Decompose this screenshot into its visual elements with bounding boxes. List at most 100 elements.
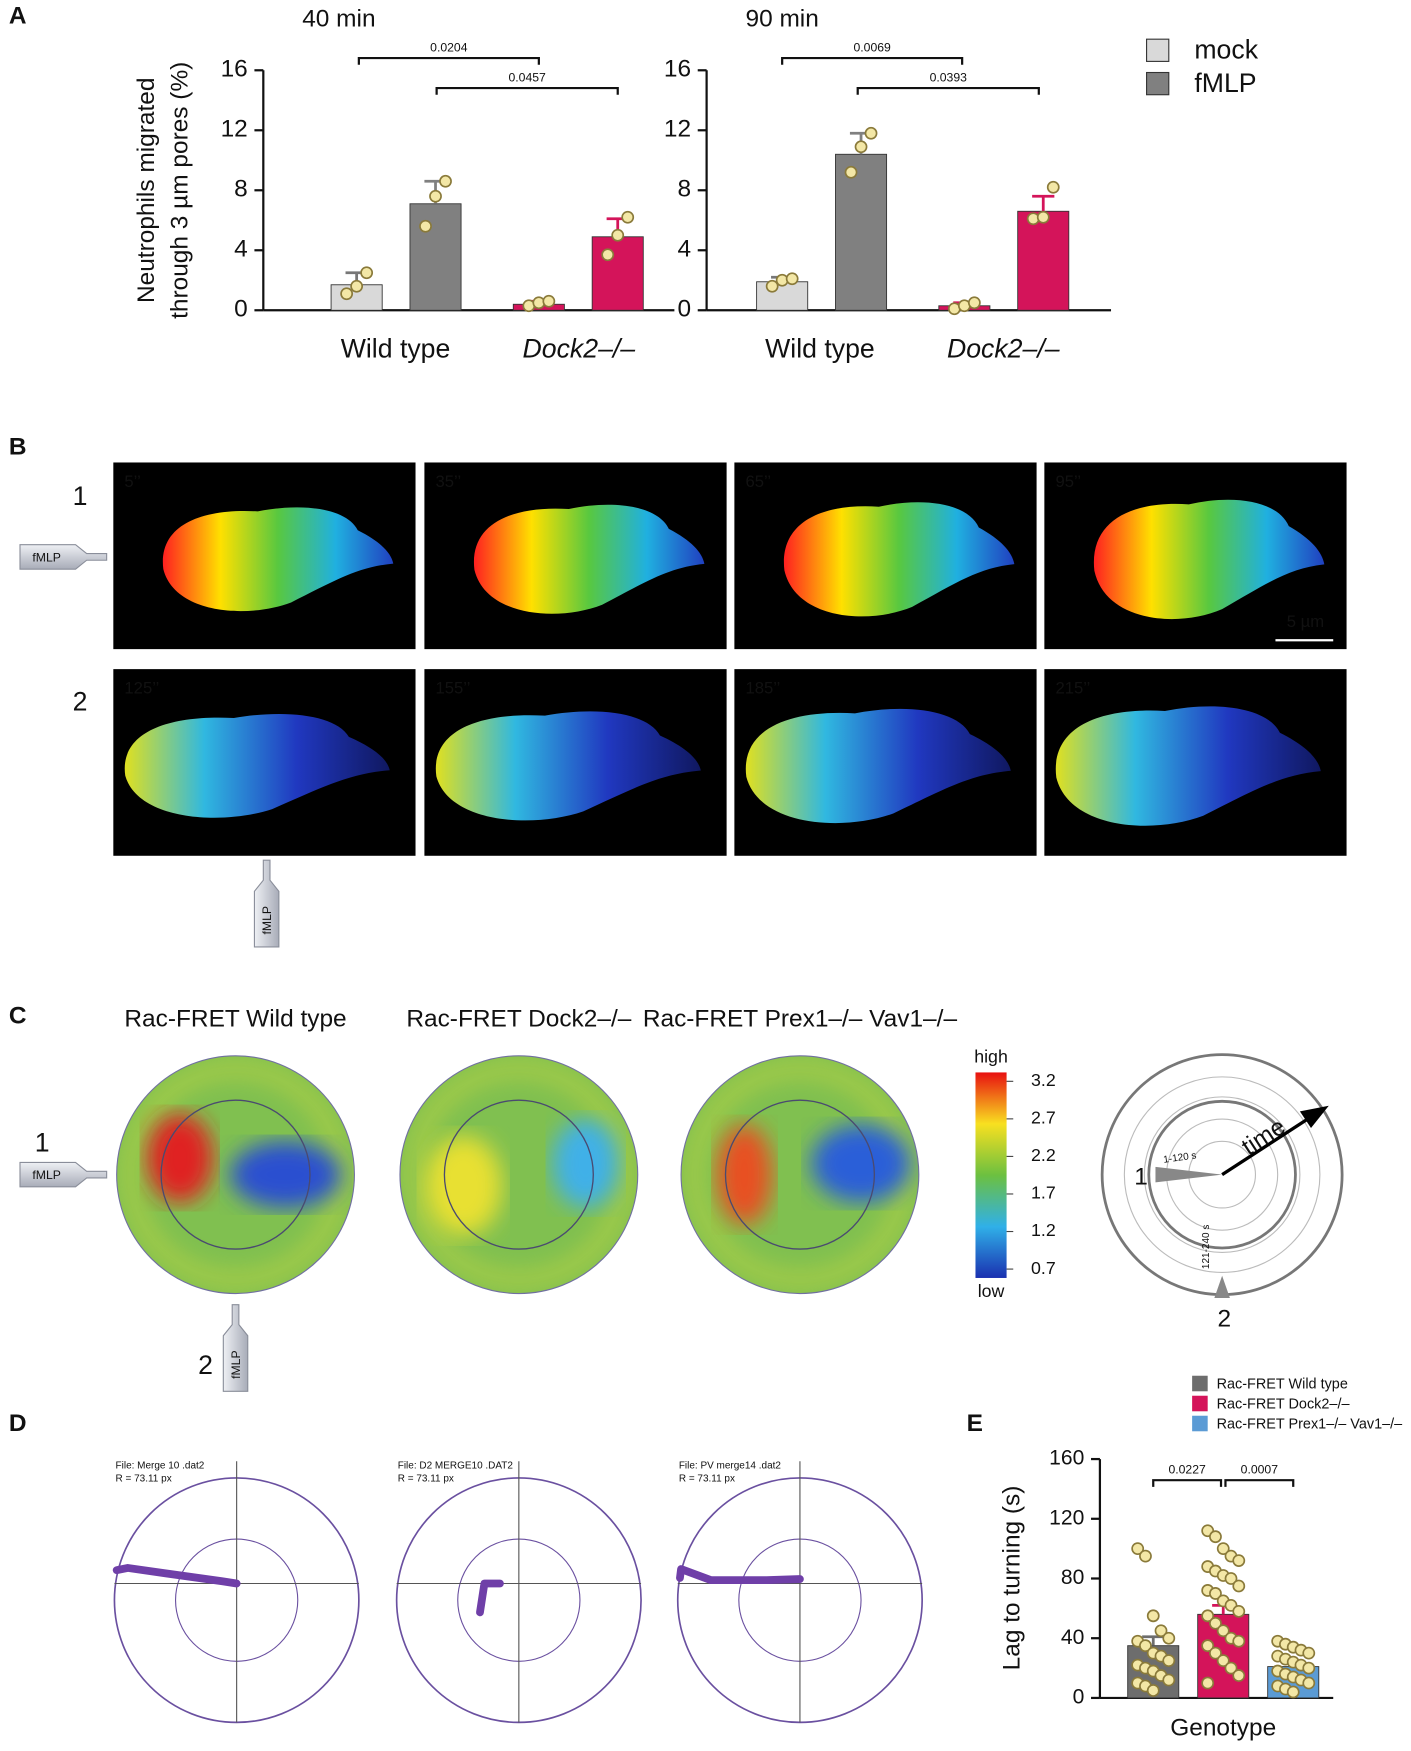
pipette-label: fMLP bbox=[32, 1168, 61, 1182]
data-point bbox=[419, 219, 432, 233]
label: E bbox=[967, 1410, 983, 1437]
polar-base bbox=[681, 1055, 919, 1294]
polar-outer bbox=[116, 1055, 355, 1295]
crosshair bbox=[396, 1461, 642, 1723]
label: 0.0227 bbox=[1168, 1462, 1206, 1476]
data-point bbox=[864, 126, 878, 140]
polar-patch bbox=[716, 1124, 773, 1225]
label: B bbox=[9, 433, 27, 460]
polar-patch bbox=[811, 1124, 912, 1203]
pipette-body bbox=[222, 1304, 249, 1392]
pipette-label: fMLP bbox=[260, 906, 274, 935]
data-point bbox=[1162, 1654, 1176, 1667]
label: 16 bbox=[664, 56, 691, 83]
label: 35’’ bbox=[436, 472, 462, 491]
bar bbox=[409, 203, 462, 311]
polar-ring bbox=[405, 1061, 633, 1288]
label: 0 bbox=[1073, 1686, 1085, 1709]
data-point bbox=[1302, 1646, 1316, 1660]
label: File: PV merge14 .dat2 bbox=[679, 1460, 782, 1471]
error-bar bbox=[1032, 194, 1055, 212]
label: 1 bbox=[35, 1128, 50, 1158]
data-point bbox=[1224, 1572, 1238, 1585]
pipette: fMLP bbox=[253, 859, 280, 948]
label: 2 bbox=[1218, 1306, 1232, 1333]
label: File: D2 MERGE10 .DAT2 bbox=[398, 1460, 514, 1471]
label: 0 bbox=[234, 296, 248, 323]
label: 1-120 s bbox=[1163, 1150, 1198, 1166]
label: 8 bbox=[234, 176, 248, 203]
data-point bbox=[1036, 210, 1050, 224]
data-point bbox=[1046, 180, 1060, 194]
legend-swatch bbox=[1192, 1375, 1208, 1392]
polar-inner bbox=[724, 1099, 876, 1250]
data-point bbox=[1201, 1676, 1215, 1690]
label: 2.2 bbox=[1031, 1145, 1056, 1165]
label: 0.7 bbox=[1031, 1258, 1056, 1278]
label: Rac-FRET Dock2–/– bbox=[1217, 1396, 1351, 1412]
pipette-body bbox=[19, 544, 108, 570]
data-point bbox=[1139, 1549, 1152, 1563]
label: 1.7 bbox=[1031, 1183, 1056, 1203]
pipette: fMLP bbox=[19, 1161, 108, 1188]
track bbox=[476, 1579, 504, 1617]
label: 185’’ bbox=[745, 679, 780, 698]
cell bbox=[783, 502, 1015, 617]
data-point bbox=[1209, 1616, 1222, 1630]
label: Genotype bbox=[1170, 1714, 1276, 1741]
label: 4 bbox=[234, 236, 248, 263]
polar-inner bbox=[443, 1099, 594, 1250]
data-point bbox=[1209, 1530, 1222, 1544]
label: 125’’ bbox=[124, 679, 159, 698]
legend-swatch bbox=[1146, 38, 1170, 62]
colorbar bbox=[975, 1072, 1007, 1278]
label: 40 bbox=[1061, 1626, 1084, 1649]
label: 90 min bbox=[745, 6, 818, 33]
label: File: Merge 10 .dat2 bbox=[116, 1460, 205, 1471]
label: 80 bbox=[1061, 1566, 1084, 1589]
data-point bbox=[1131, 1542, 1145, 1556]
data-point bbox=[1146, 1684, 1160, 1697]
label: Rac-FRET Prex1–/– Vav1–/– bbox=[643, 1006, 958, 1033]
data-point bbox=[1209, 1587, 1222, 1600]
label: 120 bbox=[1049, 1506, 1084, 1529]
label: 121-240 s bbox=[1201, 1225, 1212, 1269]
label: 0.0007 bbox=[1241, 1462, 1279, 1476]
label: 160 bbox=[1049, 1447, 1084, 1470]
label: 1 bbox=[1134, 1163, 1148, 1190]
track bbox=[676, 1565, 804, 1585]
data-point bbox=[340, 287, 354, 301]
polar-map bbox=[681, 1055, 919, 1294]
data-point bbox=[1201, 1639, 1215, 1653]
data-point bbox=[601, 248, 615, 262]
label: Dock2–/– bbox=[523, 333, 636, 363]
polar-patch bbox=[552, 1119, 619, 1208]
label: 40 min bbox=[302, 6, 375, 33]
polar-outer bbox=[680, 1055, 920, 1295]
label: low bbox=[978, 1281, 1005, 1301]
label: 1 bbox=[73, 481, 88, 511]
wedge bbox=[1155, 1166, 1223, 1183]
label: D bbox=[9, 1410, 27, 1437]
polar-map bbox=[399, 1055, 638, 1294]
pipette: fMLP bbox=[19, 544, 108, 570]
data-point bbox=[1162, 1673, 1176, 1687]
cell bbox=[124, 713, 390, 818]
label: fMLP bbox=[1194, 68, 1256, 98]
label: 0.0393 bbox=[930, 70, 968, 84]
label: 12 bbox=[664, 116, 691, 143]
data-point bbox=[1224, 1661, 1238, 1675]
cell bbox=[162, 507, 394, 612]
wedge bbox=[1214, 1275, 1230, 1298]
track bbox=[112, 1564, 241, 1588]
label: 0 bbox=[677, 296, 691, 323]
data-point bbox=[854, 140, 868, 154]
data-point bbox=[1232, 1634, 1246, 1648]
label: 95’’ bbox=[1055, 472, 1081, 491]
crosshair bbox=[114, 1461, 359, 1723]
data-point bbox=[1139, 1639, 1152, 1653]
data-point bbox=[1232, 1669, 1246, 1682]
label: Dock2–/– bbox=[947, 333, 1060, 363]
bar bbox=[1017, 210, 1070, 311]
label: 0.0457 bbox=[508, 70, 546, 84]
